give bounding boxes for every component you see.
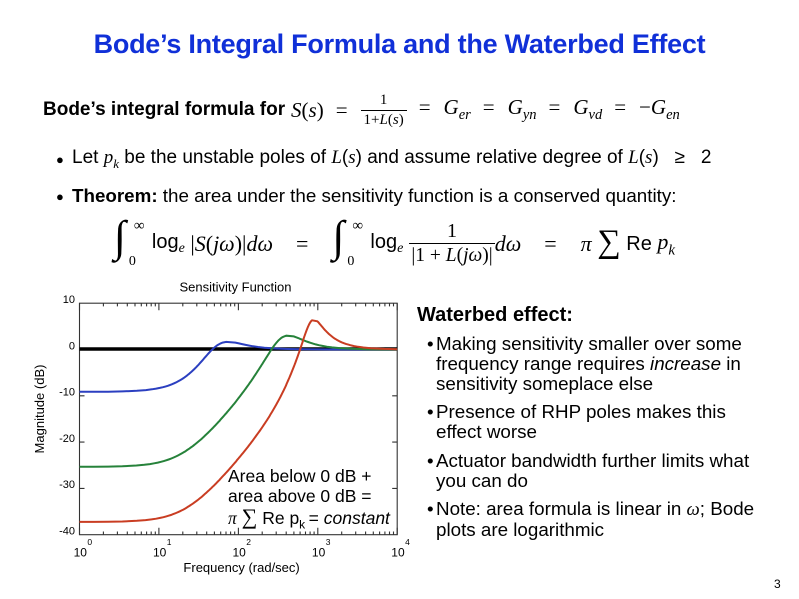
svg-text:Frequency (rad/sec): Frequency (rad/sec) bbox=[183, 560, 299, 575]
svg-text:4: 4 bbox=[405, 537, 410, 547]
svg-text:3: 3 bbox=[326, 537, 331, 547]
svg-text:Magnitude (dB): Magnitude (dB) bbox=[32, 365, 47, 454]
svg-text:0: 0 bbox=[87, 537, 92, 547]
svg-text:10: 10 bbox=[233, 545, 247, 559]
svg-text:2: 2 bbox=[246, 537, 251, 547]
svg-text:10: 10 bbox=[74, 545, 88, 559]
svg-text:10: 10 bbox=[391, 545, 405, 559]
svg-text:-30: -30 bbox=[59, 479, 75, 491]
svg-text:-40: -40 bbox=[59, 526, 75, 538]
svg-text:-10: -10 bbox=[59, 387, 75, 399]
svg-text:-20: -20 bbox=[59, 433, 75, 445]
svg-text:Sensitivity Function: Sensitivity Function bbox=[180, 280, 292, 295]
svg-text:10: 10 bbox=[153, 545, 167, 559]
svg-text:1: 1 bbox=[167, 537, 172, 547]
svg-text:0: 0 bbox=[69, 340, 75, 352]
svg-text:10: 10 bbox=[63, 294, 75, 306]
svg-text:10: 10 bbox=[312, 545, 326, 559]
